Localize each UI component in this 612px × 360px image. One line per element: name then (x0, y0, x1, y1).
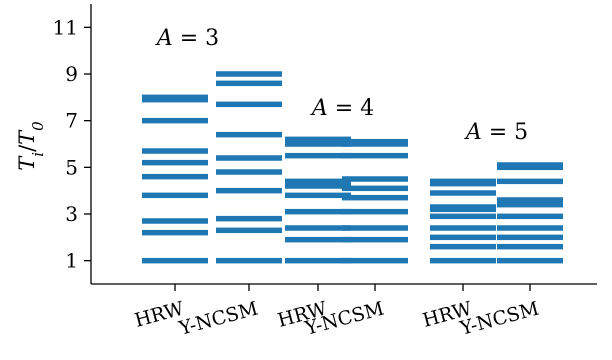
level-bar (216, 227, 282, 234)
level-bar (430, 204, 496, 210)
level-bar (497, 243, 563, 250)
group-label: A = 5 (464, 120, 528, 145)
level-bar (142, 257, 208, 264)
level-bar (142, 229, 208, 236)
level-bar (216, 101, 282, 108)
level-bar (285, 192, 351, 199)
level-bar (430, 178, 496, 185)
level-bar (285, 152, 351, 159)
level-bar (285, 236, 351, 243)
level-bar (342, 208, 408, 215)
level-bar (216, 71, 282, 77)
level-bar (285, 136, 351, 143)
group-label: A = 4 (310, 96, 374, 121)
level-bar (497, 201, 563, 208)
level-bar (285, 178, 351, 185)
level-bar (142, 218, 208, 224)
level-bar (430, 213, 496, 220)
level-bar (430, 234, 496, 241)
level-bar (497, 234, 563, 241)
level-bar (142, 117, 208, 124)
level-bar (142, 173, 208, 180)
level-bar (285, 208, 351, 215)
y-tick-label: 3 (65, 202, 78, 226)
level-bar (342, 176, 408, 182)
level-bar (497, 213, 563, 220)
level-bar (216, 155, 282, 161)
level-bar (142, 192, 208, 199)
level-bar (216, 187, 282, 194)
level-bar (497, 162, 563, 168)
level-bar (342, 138, 408, 145)
group-label: A = 3 (155, 26, 219, 51)
level-bar (430, 243, 496, 250)
y-tick-label: 9 (65, 62, 78, 86)
level-bar (342, 185, 408, 192)
level-bar (497, 178, 563, 185)
level-bar (285, 225, 351, 231)
level-bar (142, 94, 208, 101)
level-bars (142, 71, 563, 264)
level-bar (216, 169, 282, 175)
level-bar (342, 152, 408, 159)
x-category-label: Y-NCSM (176, 298, 260, 340)
level-bar (142, 159, 208, 166)
y-tick-label: 11 (53, 15, 78, 39)
level-bar (216, 131, 282, 138)
level-bar (285, 257, 351, 264)
level-bar (497, 257, 563, 264)
level-bar (430, 190, 496, 196)
y-tick-label: 1 (65, 249, 78, 273)
level-bar (142, 148, 208, 154)
level-bar (342, 194, 408, 201)
level-bar (285, 183, 351, 189)
y-tick-label: 5 (65, 155, 78, 179)
level-bar (216, 257, 282, 264)
level-bar (342, 225, 408, 231)
level-bar (216, 80, 282, 87)
level-bar (285, 141, 351, 147)
level-bar (342, 257, 408, 264)
axes (84, 4, 597, 291)
level-bar (216, 215, 282, 222)
level-bar (497, 197, 563, 203)
level-bar (430, 225, 496, 231)
y-tick-label: 7 (65, 109, 78, 133)
y-axis-label: Ti/T0 (15, 121, 47, 171)
level-bar (497, 225, 563, 231)
level-bar (342, 236, 408, 243)
level-bar (430, 257, 496, 264)
